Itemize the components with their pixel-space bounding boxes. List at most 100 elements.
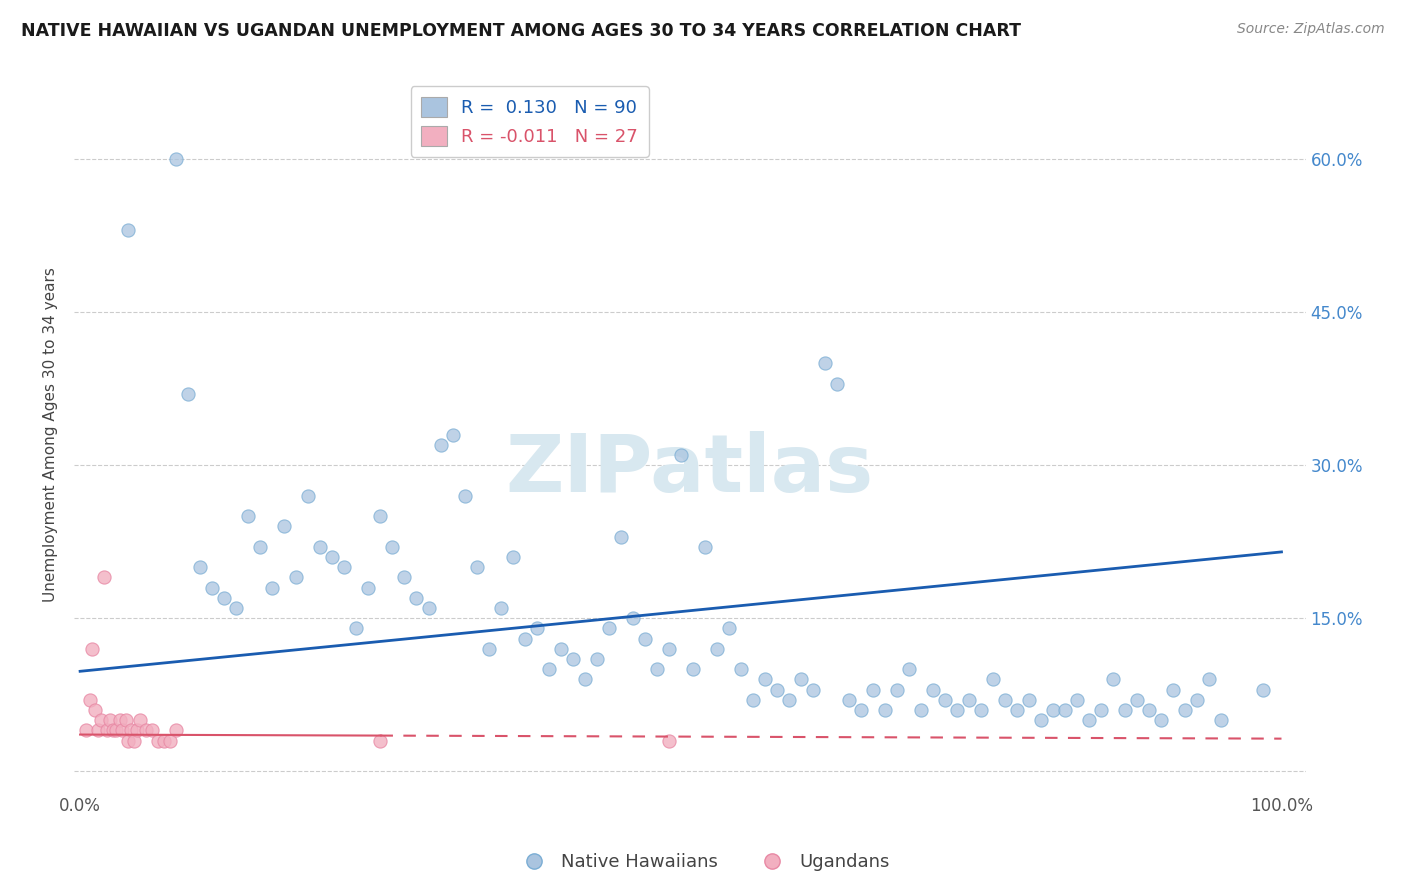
- Point: [1174, 703, 1197, 717]
- Point: [418, 601, 440, 615]
- Point: [188, 560, 211, 574]
- Point: [1031, 713, 1053, 727]
- Point: [1126, 693, 1149, 707]
- Point: [333, 560, 356, 574]
- Point: [214, 591, 236, 605]
- Point: [706, 641, 728, 656]
- Point: [83, 703, 105, 717]
- Point: [1090, 703, 1112, 717]
- Point: [117, 733, 139, 747]
- Point: [970, 703, 993, 717]
- Point: [370, 733, 392, 747]
- Point: [135, 723, 157, 738]
- Point: [141, 723, 163, 738]
- Point: [321, 549, 343, 564]
- Point: [225, 601, 247, 615]
- Point: [658, 733, 681, 747]
- Point: [994, 693, 1017, 707]
- Point: [238, 509, 260, 524]
- Text: ZIPatlas: ZIPatlas: [506, 432, 875, 509]
- Point: [682, 662, 704, 676]
- Point: [886, 682, 908, 697]
- Point: [441, 427, 464, 442]
- Point: [1163, 682, 1185, 697]
- Point: [778, 693, 800, 707]
- Point: [957, 693, 980, 707]
- Point: [429, 438, 451, 452]
- Point: [98, 713, 121, 727]
- Point: [910, 703, 932, 717]
- Point: [1005, 703, 1028, 717]
- Point: [526, 622, 548, 636]
- Point: [148, 733, 170, 747]
- Point: [1018, 693, 1040, 707]
- Point: [89, 713, 111, 727]
- Point: [114, 713, 136, 727]
- Point: [1211, 713, 1233, 727]
- Point: [754, 673, 776, 687]
- Point: [550, 641, 572, 656]
- Point: [79, 693, 101, 707]
- Point: [574, 673, 596, 687]
- Point: [1253, 682, 1275, 697]
- Point: [108, 713, 131, 727]
- Point: [838, 693, 860, 707]
- Point: [561, 652, 583, 666]
- Point: [849, 703, 872, 717]
- Point: [502, 549, 524, 564]
- Point: [370, 509, 392, 524]
- Point: [201, 581, 224, 595]
- Point: [669, 448, 692, 462]
- Point: [297, 489, 319, 503]
- Point: [177, 386, 200, 401]
- Point: [357, 581, 380, 595]
- Point: [117, 223, 139, 237]
- Point: [693, 540, 716, 554]
- Point: [621, 611, 644, 625]
- Point: [75, 723, 97, 738]
- Point: [598, 622, 620, 636]
- Point: [981, 673, 1004, 687]
- Point: [1198, 673, 1220, 687]
- Point: [249, 540, 271, 554]
- Point: [285, 570, 308, 584]
- Point: [129, 713, 152, 727]
- Point: [1150, 713, 1173, 727]
- Point: [159, 733, 181, 747]
- Point: [1137, 703, 1160, 717]
- Point: [766, 682, 789, 697]
- Point: [165, 152, 187, 166]
- Point: [381, 540, 404, 554]
- Point: [1078, 713, 1101, 727]
- Legend: R =  0.130   N = 90, R = -0.011   N = 27: R = 0.130 N = 90, R = -0.011 N = 27: [411, 87, 648, 157]
- Point: [477, 641, 499, 656]
- Point: [862, 682, 884, 697]
- Point: [609, 530, 631, 544]
- Point: [153, 733, 176, 747]
- Point: [125, 723, 148, 738]
- Point: [801, 682, 824, 697]
- Point: [513, 632, 536, 646]
- Point: [1102, 673, 1125, 687]
- Point: [934, 693, 956, 707]
- Point: [93, 570, 115, 584]
- Legend: Native Hawaiians, Ugandans: Native Hawaiians, Ugandans: [509, 847, 897, 879]
- Point: [273, 519, 295, 533]
- Point: [585, 652, 607, 666]
- Point: [898, 662, 921, 676]
- Point: [1187, 693, 1209, 707]
- Point: [814, 356, 837, 370]
- Point: [1042, 703, 1064, 717]
- Point: [1054, 703, 1077, 717]
- Point: [453, 489, 475, 503]
- Point: [87, 723, 110, 738]
- Point: [111, 723, 134, 738]
- Point: [120, 723, 142, 738]
- Y-axis label: Unemployment Among Ages 30 to 34 years: Unemployment Among Ages 30 to 34 years: [44, 267, 58, 602]
- Point: [790, 673, 813, 687]
- Point: [658, 641, 681, 656]
- Point: [105, 723, 128, 738]
- Point: [1114, 703, 1136, 717]
- Point: [717, 622, 740, 636]
- Point: [394, 570, 416, 584]
